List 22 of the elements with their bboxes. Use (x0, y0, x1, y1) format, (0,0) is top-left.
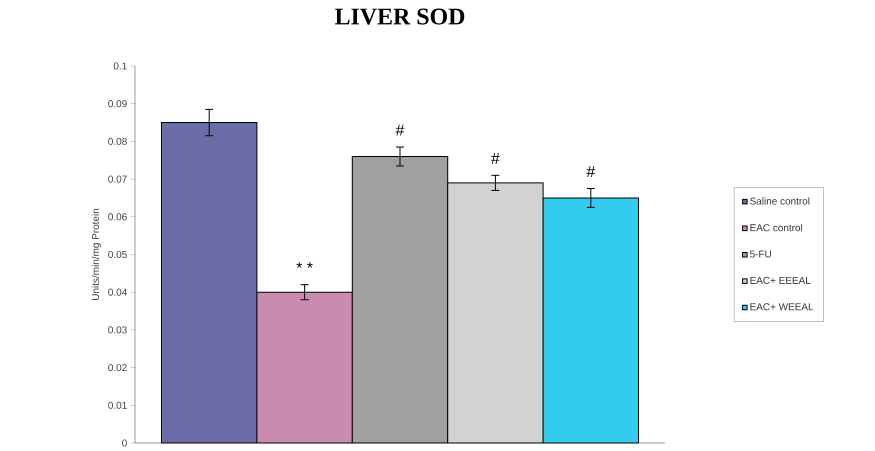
y-tick-label: 0.1 (114, 62, 127, 70)
legend-label: EAC control (750, 224, 802, 232)
legend-label: 5-FU (750, 250, 771, 258)
y-tick-label: 0.07 (108, 176, 127, 183)
y-tick-label: 0.03 (108, 326, 127, 334)
legend-label: EAC+ WEEAL (750, 303, 814, 310)
chart-title: LIVER SOD (334, 8, 464, 25)
data-label: * * (296, 262, 313, 268)
y-tick-label: 0.08 (108, 138, 127, 145)
data-label: # (586, 166, 596, 178)
legend-label: EAC+ EEEAL (750, 276, 810, 284)
y-tick-label: 0.04 (108, 288, 127, 296)
y-tick-label: 0.05 (108, 250, 127, 258)
legend-label: Saline control (750, 197, 810, 205)
y-tick-label: 0.06 (108, 213, 127, 220)
y-tick-label: 0 (122, 439, 127, 447)
y-tick-label: 0.09 (108, 100, 127, 108)
y-tick-label: 0.02 (108, 364, 127, 372)
data-label: # (491, 152, 500, 164)
data-label: # (396, 124, 404, 136)
y-axis-title: Units/min/mg Protein (92, 208, 101, 300)
y-tick-label: 0.01 (108, 402, 127, 409)
